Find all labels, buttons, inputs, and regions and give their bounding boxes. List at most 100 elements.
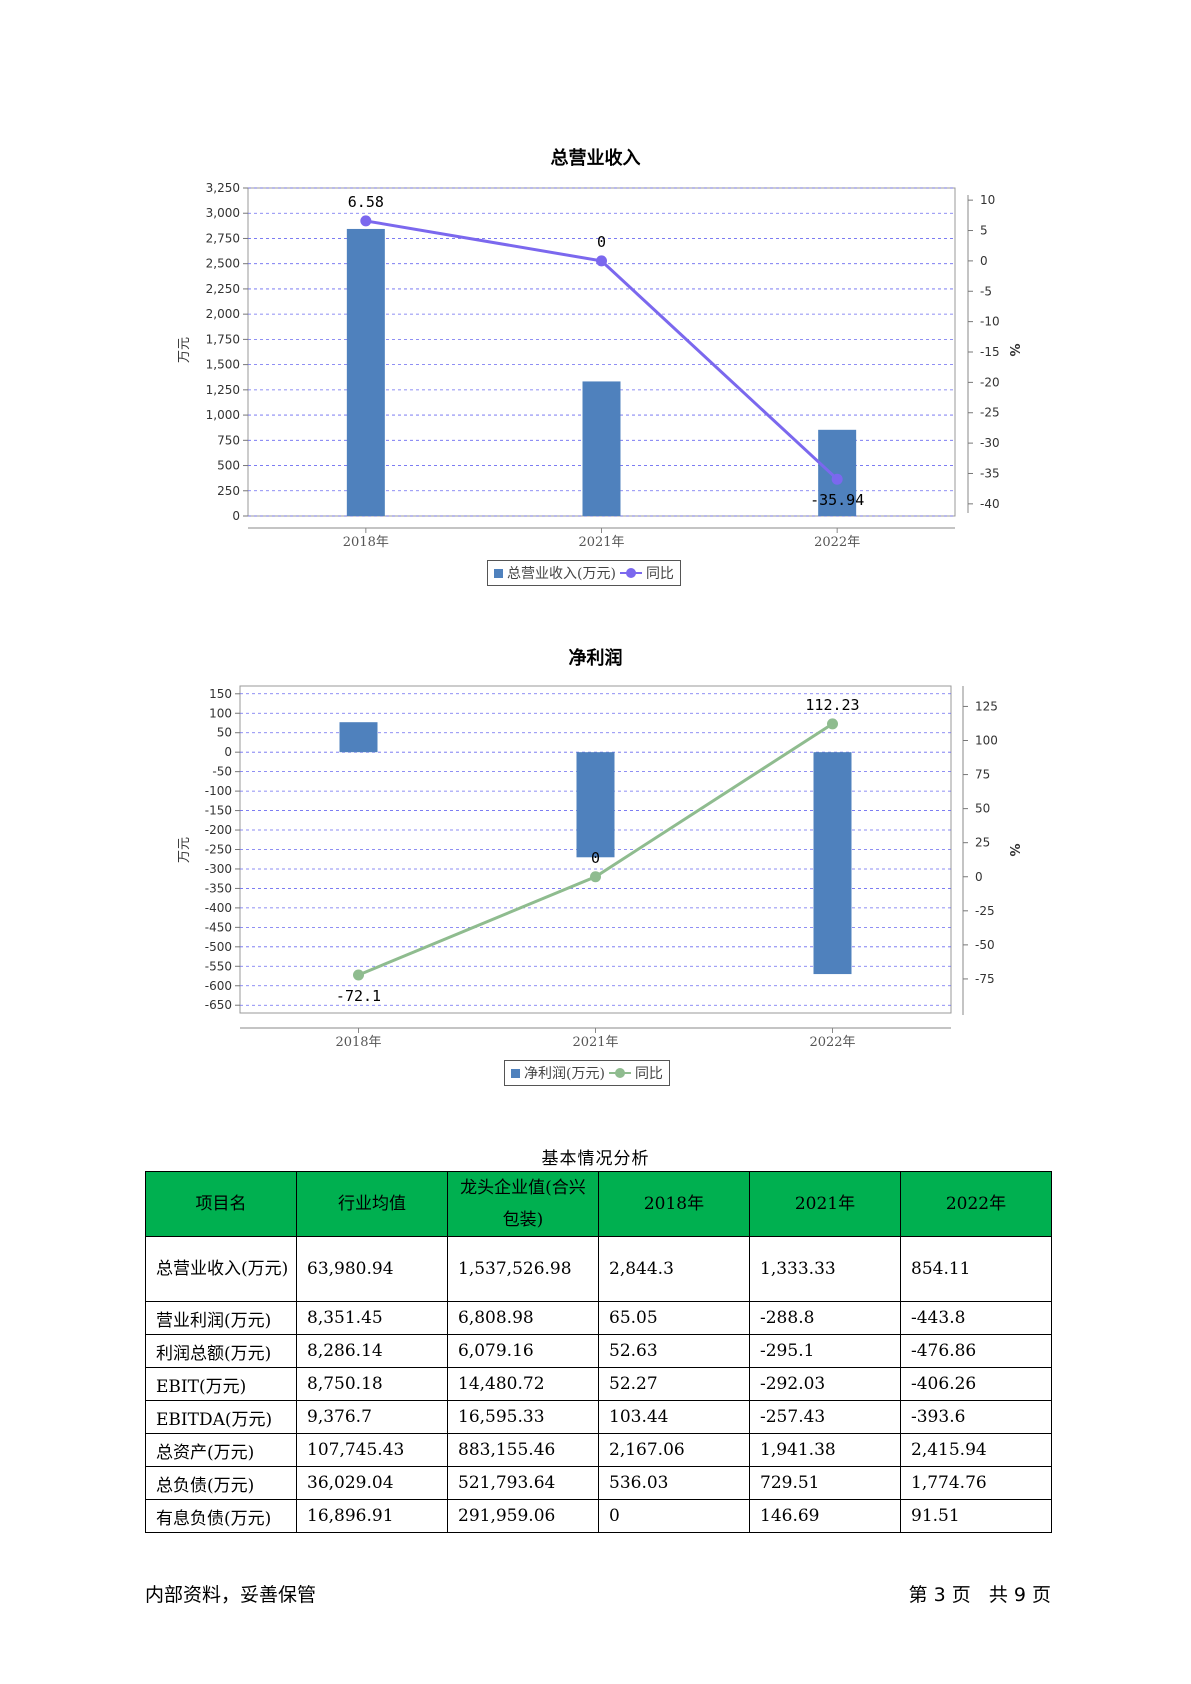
- table-cell: 6,808.98: [447, 1301, 599, 1335]
- table-cell: 854.11: [900, 1236, 1052, 1302]
- table-cell: 1,333.33: [749, 1236, 901, 1302]
- table-cell: -406.26: [900, 1367, 1052, 1401]
- table-cell: 8,750.18: [296, 1367, 448, 1401]
- table-cell: -288.8: [749, 1301, 901, 1335]
- data-label: 0: [597, 233, 606, 251]
- row-label-cell: EBITDA(万元): [145, 1400, 297, 1434]
- table-cell: 2,167.06: [598, 1433, 750, 1467]
- table-title: 基本情况分析: [541, 1149, 650, 1169]
- data-label: 6.58: [348, 193, 384, 211]
- header-cell: 2018年: [598, 1171, 750, 1237]
- table-cell: 52.27: [598, 1367, 750, 1401]
- row-label-cell: EBIT(万元): [145, 1367, 297, 1401]
- y-tick-label: 500: [217, 459, 240, 473]
- yoy-point: [596, 255, 607, 267]
- y2-tick-label: -15: [980, 345, 1000, 359]
- y-tick-label: 1,750: [206, 332, 240, 346]
- table-cell: 2,415.94: [900, 1433, 1052, 1467]
- row-label-cell: 营业利润(万元): [145, 1301, 297, 1335]
- yoy-point: [831, 473, 843, 485]
- x-tick-label: 2018年: [335, 1035, 381, 1050]
- header-cell: 行业均值: [296, 1171, 448, 1237]
- y2-tick-label: -35: [980, 466, 1000, 480]
- table-cell: 0: [598, 1499, 750, 1533]
- yoy-point: [590, 871, 601, 883]
- y-tick-label: -650: [205, 998, 232, 1012]
- table-cell: 14,480.72: [447, 1367, 599, 1401]
- bar: [346, 228, 385, 516]
- table-row: 总营业收入(万元) 63,980.94 1,537,526.98 2,844.3 1,3…: [145, 1236, 1052, 1302]
- y2-tick-label: -30: [980, 436, 1000, 450]
- table-cell: 1,774.76: [900, 1466, 1052, 1500]
- y2-tick-label: -50: [975, 938, 995, 952]
- header-cell: 2021年: [749, 1171, 901, 1237]
- table-cell: -476.86: [900, 1334, 1052, 1368]
- y2-tick-label: -20: [980, 375, 1000, 389]
- y2-tick-label: -40: [980, 497, 1000, 511]
- footer-note: 内部资料，妥善保管: [145, 1584, 317, 1606]
- table-cell: 883,155.46: [447, 1433, 599, 1467]
- table-row: 有息负债(万元) 16,896.91 291,959.06 0 146.69 91.51: [145, 1499, 1052, 1533]
- legend-line-label: 同比: [634, 1066, 663, 1082]
- y-tick-label: 0: [224, 745, 232, 759]
- yoy-point: [353, 969, 364, 981]
- y-tick-label: -250: [205, 843, 232, 857]
- table-cell: 91.51: [900, 1499, 1052, 1533]
- y2-tick-label: -75: [975, 972, 995, 986]
- yoy-point: [827, 718, 838, 730]
- table-cell: -295.1: [749, 1334, 901, 1368]
- y-axis-label: 万元: [177, 837, 192, 863]
- chart-legend: 净利润(万元) 同比: [504, 1060, 670, 1086]
- header-cell: 项目名: [145, 1171, 297, 1237]
- table-cell: 729.51: [749, 1466, 901, 1500]
- bar: [818, 429, 857, 516]
- y2-tick-label: 25: [975, 836, 990, 850]
- x-tick-label: 2022年: [814, 535, 860, 550]
- y-tick-label: 1,000: [206, 408, 240, 422]
- y-axis-label: 万元: [177, 337, 192, 363]
- row-label-cell: 有息负债(万元): [145, 1499, 297, 1533]
- page-number: 第 3 页 共 9 页: [908, 1584, 1051, 1606]
- table-cell: 9,376.7: [296, 1400, 448, 1434]
- legend-bar-label: 总营业收入(万元): [507, 566, 616, 582]
- table-cell: 6,079.16: [447, 1334, 599, 1368]
- header-cell: 龙头企业值(合兴包装): [447, 1171, 599, 1237]
- data-label: 0: [591, 849, 600, 867]
- y-tick-label: -300: [205, 862, 232, 876]
- revenue-chart: 总营业收入 0 250 500 750 1,000 1,250 1,500 1,750 2,00…: [0, 0, 1191, 600]
- data-label: -72.1: [336, 987, 381, 1005]
- y-tick-label: 150: [209, 687, 232, 701]
- table-cell: 8,351.45: [296, 1301, 448, 1335]
- table-cell: 36,029.04: [296, 1466, 448, 1500]
- table-cell: -257.43: [749, 1400, 901, 1434]
- table-cell: 103.44: [598, 1400, 750, 1434]
- x-tick-label: 2018年: [343, 535, 389, 550]
- yoy-point: [360, 215, 372, 227]
- y-tick-label: 0: [232, 509, 240, 523]
- y2-tick-label: 125: [975, 699, 998, 713]
- line-legend-swatch: [608, 1068, 631, 1078]
- y-tick-label: 2,750: [206, 231, 240, 245]
- y-tick-label: 1,500: [206, 358, 240, 372]
- table-cell: -443.8: [900, 1301, 1052, 1335]
- line-legend-swatch: [619, 568, 642, 578]
- table-header-row: 项目名 行业均值 龙头企业值(合兴包装) 2018年 2021年 2022年: [145, 1171, 1052, 1237]
- table-row: EBIT(万元) 8,750.18 14,480.72 52.27 -292.03 -40…: [145, 1367, 1052, 1401]
- x-tick-label: 2021年: [572, 1035, 618, 1050]
- chart-legend: 总营业收入(万元) 同比: [487, 560, 681, 586]
- table-cell: 291,959.06: [447, 1499, 599, 1533]
- basic-analysis-table: 项目名 行业均值 龙头企业值(合兴包装) 2018年 2021年 2022年 总…: [145, 1171, 1052, 1533]
- bar-legend-swatch: [511, 1068, 520, 1078]
- y-tick-label: -200: [205, 823, 232, 837]
- y2-tick-label: 50: [975, 802, 990, 816]
- y2-tick-label: 0: [980, 254, 988, 268]
- table-row: EBITDA(万元) 9,376.7 16,595.33 103.44 -257.43-…: [145, 1400, 1052, 1434]
- y2-tick-label: 0: [975, 870, 983, 884]
- table-cell: 107,745.43: [296, 1433, 448, 1467]
- chart-title: 总营业收入: [550, 148, 641, 169]
- table-row: 总资产(万元) 107,745.43 883,155.46 2,167.06 1,941…: [145, 1433, 1052, 1467]
- table-cell: -393.6: [900, 1400, 1052, 1434]
- y-tick-label: 3,250: [206, 181, 240, 195]
- bar-legend-swatch: [494, 568, 503, 578]
- y2-axis-label: %: [1006, 843, 1021, 856]
